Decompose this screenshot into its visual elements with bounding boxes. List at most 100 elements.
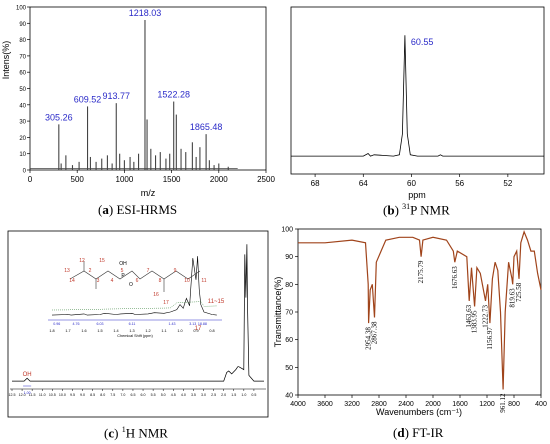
- ms-y-tick-label: 90: [19, 22, 26, 28]
- ms-x-tick-label: 1000: [116, 175, 134, 184]
- ms-y-tick-label: 40: [19, 103, 26, 109]
- ir-y-tick-label: 70: [285, 310, 293, 317]
- caption-a: (a) ESI-HRMS: [98, 202, 178, 217]
- inset-x-tick-label: 1.1: [161, 329, 166, 333]
- ir-x-tick-label: 3600: [317, 401, 333, 408]
- inset-spectrum-line: [51, 256, 217, 316]
- h-nmr-x-tick-label: 0.5: [251, 393, 256, 397]
- h-nmr-peak-label-11-15: 11~15: [208, 299, 225, 305]
- h-nmr-oh-label: OH: [23, 372, 32, 378]
- h-nmr-oh-integral: 1.00: [24, 391, 31, 395]
- h-nmr-x-tick-label: 3.5: [191, 393, 196, 397]
- h-nmr-x-tick-label: 10.5: [49, 393, 56, 397]
- ir-peak-label: 1676.63: [451, 266, 459, 289]
- h-nmr-x-tick-label: 8.0: [100, 393, 105, 397]
- inset-x-tick-label: 1.0: [177, 329, 182, 333]
- h-nmr-x-tick-label: 5.0: [161, 393, 166, 397]
- ir-peak-label: 1463.63: [465, 304, 473, 327]
- ms-y-tick-label: 0: [23, 169, 27, 175]
- caption-a-letter: a: [102, 202, 109, 217]
- h-nmr-x-tick-label: 12.5: [9, 393, 16, 397]
- inset-integral-value: 4.76: [73, 322, 80, 326]
- ir-y-axis-title: Transmittance(%): [273, 277, 283, 348]
- inset-x-tick-label: 1.6: [81, 329, 86, 333]
- inset-x-tick-label: 1.2: [145, 329, 150, 333]
- ir-y-tick-label: 50: [285, 365, 293, 372]
- caption-d-letter: d: [397, 425, 405, 440]
- h-nmr-x-tick-label: 7.0: [120, 393, 125, 397]
- ms-y-tick-label: 30: [19, 120, 26, 126]
- h-nmr-x-tick-label: 2.5: [211, 393, 216, 397]
- ir-y-tick-label: 40: [285, 393, 293, 400]
- h-nmr-plot-frame: [7, 230, 269, 418]
- inset-x-tick-label: 0.8: [209, 329, 214, 333]
- inset-integral-value: 6.11: [129, 322, 136, 326]
- structure-atom-number: 10: [184, 278, 190, 284]
- ms-y-tick-label: 60: [19, 71, 26, 77]
- inset-x-tick-label: 1.7: [65, 329, 70, 333]
- h-nmr-spectrum-line: [12, 244, 264, 382]
- ir-peak-label: 2867.38: [370, 321, 378, 344]
- structure-atom-number: 8: [159, 278, 162, 284]
- caption-c-letter: c: [108, 425, 115, 441]
- ir-y-tick-label: 60: [285, 337, 293, 344]
- structure-atom-number: 16: [153, 292, 159, 298]
- ms-plot-frame: [29, 6, 267, 171]
- structure-atom-number: 13: [64, 268, 70, 274]
- ms-x-tick-label: 1500: [163, 175, 181, 184]
- ir-spectrum-line: [298, 230, 542, 390]
- h-nmr-x-tick-label: 3.0: [201, 393, 206, 397]
- h-nmr-peak-label-17: 17: [195, 326, 202, 332]
- caption-c-text: H NMR: [125, 425, 168, 441]
- inset-x-tick-label: 0.9: [193, 329, 198, 333]
- p-nmr-x-tick-label: 60: [407, 179, 416, 188]
- structure-atom-number: 4: [111, 278, 114, 284]
- ms-peak-label: 609.52: [74, 94, 102, 104]
- h-nmr-x-tick-label: 7.5: [110, 393, 115, 397]
- ir-y-tick-label: 90: [285, 254, 293, 261]
- inset-integral-value: 18.88: [198, 322, 207, 326]
- ir-x-tick-label: 2400: [398, 401, 414, 408]
- ms-y-axis-title: Intens(%): [1, 41, 11, 80]
- h-nmr-x-tick-label: 1.0: [241, 393, 246, 397]
- ir-y-tick-label: 100: [281, 227, 293, 234]
- ir-y-tick-label: 80: [285, 282, 293, 289]
- structure-atom-number: 17: [163, 300, 169, 306]
- structure-chain: [69, 270, 201, 280]
- ir-x-tick-label: 2000: [425, 401, 441, 408]
- caption-b: (b) 31P NMR: [383, 202, 450, 218]
- h-nmr-x-tick-label: 6.5: [130, 393, 135, 397]
- ms-peak-label: 1522.28: [157, 90, 190, 100]
- h-nmr-x-tick-label: 4.0: [181, 393, 186, 397]
- ir-x-axis-title: Wavenumbers (cm⁻¹): [376, 407, 462, 417]
- inset-integral-value: 0.96: [53, 322, 60, 326]
- caption-d: (d) FT-IR: [393, 425, 444, 440]
- p-nmr-peak-label: 60.55: [411, 37, 434, 47]
- structure-atom-number: 11: [201, 278, 206, 284]
- structure-atom-number: 14: [69, 278, 75, 284]
- inset-x-tick-label: 1.5: [97, 329, 102, 333]
- ms-x-tick-label: 500: [71, 175, 85, 184]
- structure-atom-number: 2: [89, 268, 92, 274]
- ms-x-tick-label: 0: [28, 175, 33, 184]
- ms-y-tick-label: 20: [19, 136, 26, 142]
- ms-peak-label: 1865.48: [190, 122, 223, 132]
- p-nmr-x-tick-label: 64: [359, 179, 368, 188]
- ir-peak-label: 961.12: [499, 393, 507, 413]
- ms-x-tick-label: 2000: [210, 175, 228, 184]
- ir-x-tick-label: 400: [535, 401, 547, 408]
- ir-peak-label: 1156.97: [486, 327, 494, 350]
- ir-peak-label: 2954.38: [365, 327, 373, 350]
- ir-x-tick-label: 1600: [452, 401, 468, 408]
- inset-integral-value: 3.13: [189, 322, 196, 326]
- ms-y-tick-label: 10: [19, 152, 26, 158]
- p-nmr-spectrum-line: [291, 35, 544, 157]
- h-nmr-x-tick-label: 9.5: [70, 393, 75, 397]
- ir-x-tick-label: 2800: [371, 401, 387, 408]
- ir-peak-label: 725.58: [515, 282, 523, 302]
- h-nmr-x-tick-label: 2.0: [221, 393, 226, 397]
- ms-y-tick-label: 50: [19, 87, 26, 93]
- h-nmr-x-tick-label: 1.5: [231, 393, 236, 397]
- ms-x-axis-title: m/z: [141, 188, 156, 198]
